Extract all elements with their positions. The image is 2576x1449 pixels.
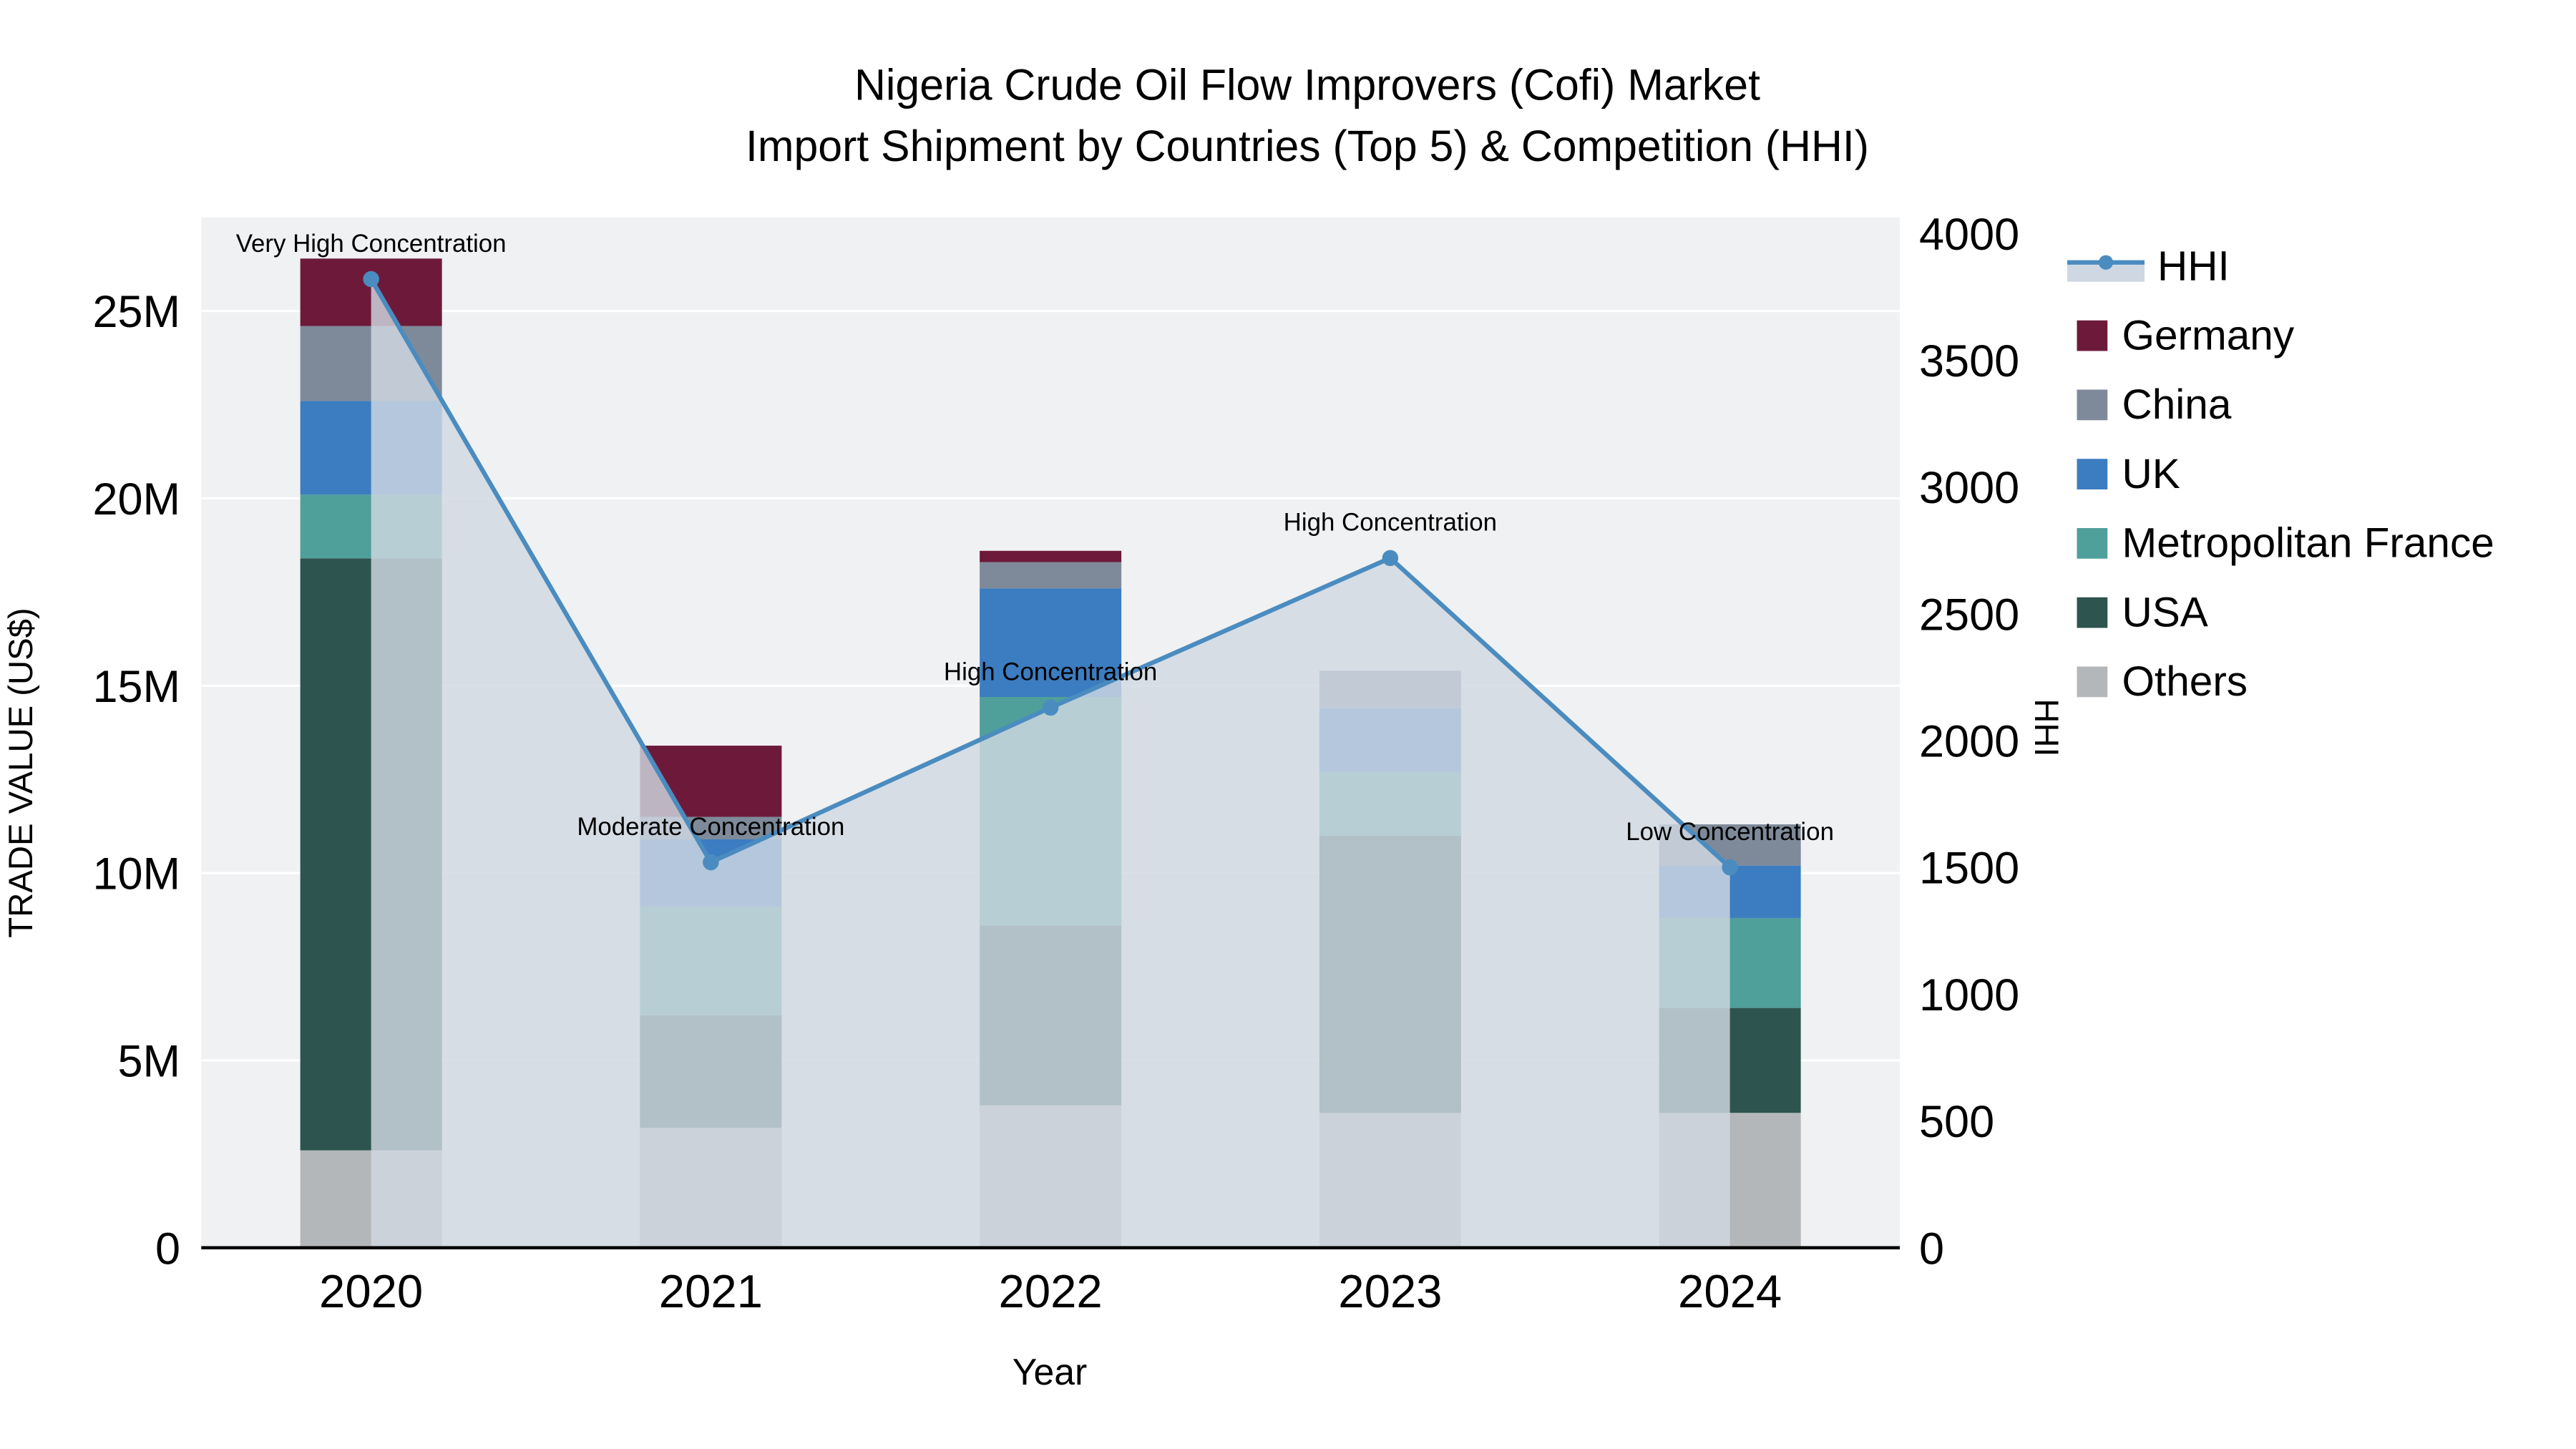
annotation-2022: High Concentration — [944, 658, 1157, 686]
legend-label: Others — [2122, 658, 2248, 705]
legend: HHI Germany China UK Metropolitan France USA O… — [2067, 243, 2494, 705]
legend-label: China — [2122, 381, 2232, 428]
legend-item-uk[interactable]: UK — [2077, 451, 2180, 497]
hhi-area — [371, 279, 1730, 1248]
bar-segment-uk — [980, 588, 1122, 698]
y-left-axis-title: TRADE VALUE (US$) — [2, 608, 40, 937]
legend-label: Germany — [2122, 312, 2295, 358]
y-left-tick-label: 25M — [92, 287, 180, 337]
y-right-tick-label: 3000 — [1919, 463, 2019, 513]
y-right-tick-label: 2000 — [1919, 717, 2019, 767]
legend-swatch — [2077, 320, 2108, 351]
legend-swatch — [2077, 459, 2108, 489]
legend-label: USA — [2122, 589, 2208, 635]
y-right-tick-label: 2500 — [1919, 590, 2019, 640]
y-left-tick-label: 15M — [92, 662, 180, 712]
chart-title-line1: Nigeria Crude Oil Flow Improvers (Cofi) … — [854, 61, 1760, 109]
legend-swatch — [2077, 666, 2108, 698]
y-left-tick-label: 20M — [92, 474, 180, 525]
hhi-marker — [1722, 859, 1738, 876]
legend-swatch — [2077, 597, 2108, 628]
legend-swatch — [2077, 389, 2108, 421]
legend-item-china[interactable]: China — [2077, 381, 2232, 428]
x-tick-label: 2020 — [319, 1265, 423, 1317]
x-axis-title: Year — [1013, 1351, 1088, 1392]
y-left-tick-label: 10M — [92, 849, 180, 899]
annotation-2024: Low Concentration — [1626, 818, 1834, 846]
hhi-marker — [363, 270, 379, 288]
bar-segment-germany — [980, 550, 1122, 562]
y-right-tick-label: 1500 — [1919, 844, 2019, 894]
x-tick-label: 2021 — [659, 1265, 763, 1317]
y-right-tick-label: 4000 — [1919, 210, 2019, 260]
legend-item-metropolitan-france[interactable]: Metropolitan France — [2077, 520, 2494, 567]
x-tick-label: 2022 — [999, 1265, 1103, 1317]
x-tick-label: 2024 — [1678, 1265, 1782, 1317]
y-right-axis-title: HHI — [2027, 698, 2065, 756]
legend-label: UK — [2122, 451, 2180, 497]
bar-segment-china — [980, 562, 1122, 589]
legend-item-germany[interactable]: Germany — [2077, 312, 2295, 358]
legend-label: HHI — [2157, 243, 2230, 290]
chart-title-line2: Import Shipment by Countries (Top 5) & C… — [746, 122, 1869, 170]
hhi-marker — [1382, 550, 1399, 567]
axis-tick-labels: 0 5M 10M 15M 20M 25M 0 500 1000 1500 2000 2500 3000 3… — [92, 210, 2019, 1317]
legend-swatch — [2077, 528, 2108, 559]
y-right-tick-label: 500 — [1919, 1097, 1994, 1147]
legend-item-hhi[interactable]: HHI — [2067, 243, 2230, 290]
legend-label: Metropolitan France — [2122, 520, 2494, 567]
legend-item-usa[interactable]: USA — [2077, 589, 2208, 635]
y-left-tick-label: 0 — [155, 1224, 180, 1274]
hhi-marker — [703, 854, 719, 871]
annotation-2023: High Concentration — [1284, 509, 1497, 537]
hhi-marker — [1042, 699, 1059, 716]
y-left-tick-label: 5M — [117, 1036, 180, 1086]
annotations: Very High Concentration Moderate Concentr… — [236, 230, 1834, 846]
y-right-tick-label: 3500 — [1919, 336, 2019, 386]
hhi-layer — [363, 270, 1738, 1248]
annotation-2020: Very High Concentration — [236, 230, 507, 258]
x-tick-label: 2023 — [1338, 1265, 1442, 1317]
y-right-tick-label: 0 — [1919, 1224, 1944, 1274]
legend-hhi-marker — [2098, 255, 2114, 270]
y-right-tick-label: 1000 — [1919, 970, 2019, 1020]
legend-item-others[interactable]: Others — [2077, 658, 2248, 705]
annotation-2021: Moderate Concentration — [577, 813, 844, 841]
